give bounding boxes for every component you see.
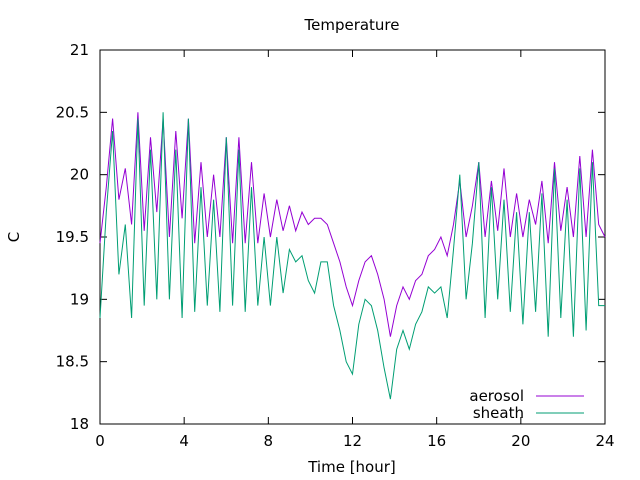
y-tick-label: 21 xyxy=(70,41,89,59)
x-axis-label: Time [hour] xyxy=(307,458,396,476)
y-tick-label: 19 xyxy=(70,290,89,308)
x-tick-label: 20 xyxy=(511,432,530,450)
x-tick-label: 4 xyxy=(179,432,189,450)
y-tick-label: 20.5 xyxy=(56,103,89,121)
plot-border xyxy=(99,49,606,425)
series-line-sheath xyxy=(99,112,605,400)
plot-frame xyxy=(99,49,606,425)
x-tick-label: 16 xyxy=(427,432,446,450)
y-tick-label: 18 xyxy=(70,415,89,433)
x-tick-label: 8 xyxy=(264,432,274,450)
legend-label-aerosol: aerosol xyxy=(469,387,524,405)
y-tick-label: 18.5 xyxy=(56,353,89,371)
x-tick-label: 0 xyxy=(95,432,105,450)
legend-label-sheath: sheath xyxy=(473,404,524,422)
chart-title: Temperature xyxy=(303,16,399,34)
y-tick-label: 20 xyxy=(70,166,89,184)
x-tick-label: 24 xyxy=(595,432,614,450)
y-tick-label: 19.5 xyxy=(56,228,89,246)
y-axis-label: C xyxy=(5,232,23,242)
series-line-aerosol xyxy=(99,112,606,337)
series-group xyxy=(99,112,606,400)
x-tick-label: 12 xyxy=(343,432,362,450)
axis-ticks: 0 4 8 12 16 20 24 18 18.5 19 19.5 20 20.5 21 xyxy=(56,41,615,450)
